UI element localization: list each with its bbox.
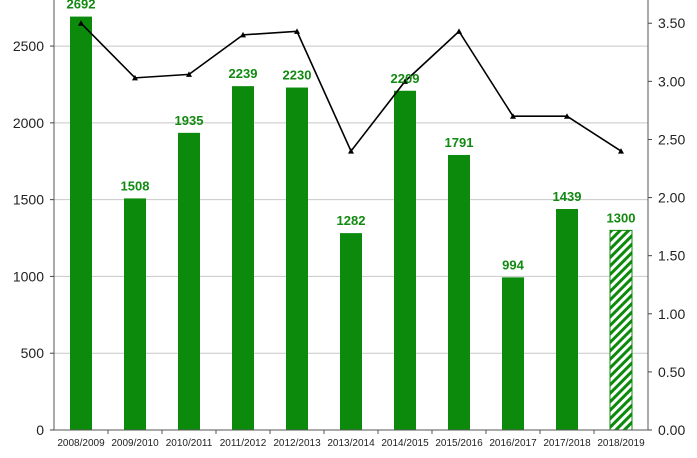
y-right-tick-label: 3.00: [658, 73, 685, 89]
line-marker: [456, 28, 462, 34]
x-tick-label: 2016/2017: [489, 438, 537, 449]
bar: [448, 154, 470, 431]
bar: [340, 233, 362, 430]
bar: [124, 198, 146, 430]
bar-value-label: 2692: [67, 0, 96, 12]
line-marker: [78, 20, 84, 26]
x-tick-label: 2017/2018: [543, 438, 591, 449]
bar-value-label: 1282: [337, 213, 366, 228]
line-marker: [564, 113, 570, 119]
line-marker: [132, 74, 138, 81]
gridlines: [54, 45, 648, 354]
bar-series: [70, 16, 633, 431]
bar-value-label: 1439: [553, 189, 582, 204]
x-tick-label: 2008/2009: [57, 438, 105, 449]
bar-value-label: 1791: [445, 135, 474, 150]
bar: [178, 132, 200, 430]
x-tick-label: 2018/2019: [597, 438, 645, 449]
y-right-tick-label: 1.50: [658, 248, 685, 264]
x-tick-label: 2011/2012: [220, 438, 267, 449]
bar-value-label: 1508: [121, 178, 150, 193]
bar: [232, 86, 254, 431]
y-left-tick-label: 500: [21, 345, 45, 361]
line-marker: [348, 148, 354, 154]
x-tick-label: 2012/2013: [273, 438, 321, 449]
bar: [502, 277, 524, 430]
line-marker: [240, 31, 246, 38]
bar-value-label: 2239: [229, 66, 258, 81]
y-left-tick-label: 1000: [13, 268, 44, 284]
line-marker: [618, 148, 624, 154]
y-right-tick-label: 3.50: [658, 15, 685, 31]
x-tick-label: 2010/2011: [166, 438, 213, 449]
x-tick-label: 2013/2014: [327, 438, 375, 449]
x-tick-label: 2009/2010: [111, 438, 159, 449]
y-right-tick-label: 0.50: [658, 364, 685, 380]
bar: [609, 229, 633, 431]
y-right-tick-label: 1.00: [658, 306, 685, 322]
line-series: [78, 20, 624, 154]
bar: [70, 16, 92, 430]
bar: [556, 209, 578, 430]
bar: [394, 90, 416, 430]
line-marker: [294, 28, 300, 34]
bar-value-label: 1300: [607, 210, 636, 225]
data-labels: 2692 1508 1935 2239 2230 1282 2209 1791 994 1439 1…: [67, 0, 636, 272]
y-left-tick-label: 0: [36, 422, 44, 438]
y-right-tick-label: 2.50: [658, 131, 685, 147]
line-marker: [402, 78, 408, 84]
line-marker: [186, 71, 192, 77]
bar-value-label: 2230: [283, 68, 312, 83]
y-left-tick-label: 1500: [13, 192, 44, 208]
line-marker: [510, 113, 516, 119]
axes: 0 500 1000 1500 2000 2500 0.00 0.50 1.00 1.50 2.00…: [13, 0, 685, 449]
bar-value-label: 1935: [175, 113, 204, 128]
line-series-path: [80, 22, 622, 153]
x-tick-label: 2015/2016: [435, 438, 483, 449]
y-right-tick-label: 0.00: [658, 422, 685, 438]
y-left-tick-label: 2000: [13, 115, 44, 131]
y-right-tick-label: 2.00: [658, 190, 685, 206]
y-left-tick-label: 2500: [13, 38, 44, 54]
bar: [286, 87, 308, 431]
bar-value-label: 994: [502, 257, 524, 272]
x-tick-label: 2014/2015: [381, 438, 429, 449]
bar-value-label: 2209: [391, 71, 420, 86]
